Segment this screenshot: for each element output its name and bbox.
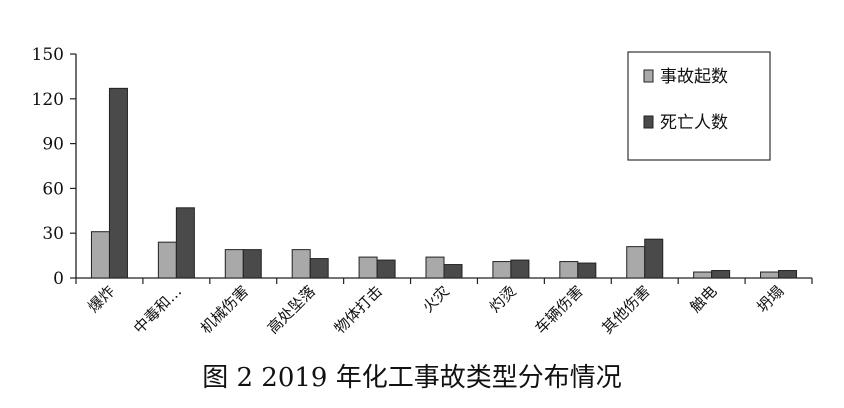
bar	[778, 270, 798, 279]
x-tick-label: 火灾	[419, 282, 453, 316]
bar	[224, 249, 244, 279]
chart-caption: 图 2 2019 年化工事故类型分布情况	[202, 363, 622, 393]
x-tick-label: 车辆伤害	[531, 282, 586, 337]
x-tick-label: 其他伤害	[598, 282, 653, 337]
y-tick-label: 150	[32, 45, 64, 65]
bar	[492, 261, 512, 279]
x-tick-label: 机械伤害	[197, 282, 252, 337]
bar	[309, 258, 329, 279]
y-tick-label: 90	[42, 135, 64, 155]
x-tick-label: 触电	[687, 282, 721, 316]
bar	[175, 207, 195, 279]
bar	[577, 262, 597, 279]
legend-label: 死亡人数	[660, 113, 728, 133]
y-tick-label: 30	[42, 224, 64, 244]
bar	[90, 231, 110, 279]
bar	[510, 259, 530, 279]
bar	[291, 249, 311, 279]
bar	[760, 271, 780, 279]
legend-swatch	[643, 69, 654, 83]
bar	[644, 238, 664, 279]
y-tick-label: 120	[32, 90, 64, 110]
y-tick-label: 60	[42, 179, 64, 199]
x-tick-label: 物体打击	[331, 282, 386, 337]
legend-swatch	[643, 115, 654, 129]
bar	[711, 270, 731, 279]
x-tick-label: 高处坠落	[264, 282, 319, 337]
bar	[157, 241, 177, 279]
x-tick-label: 爆炸	[84, 282, 118, 316]
bar	[626, 246, 646, 279]
bar	[443, 264, 463, 279]
x-tick-label: 坍塌	[753, 282, 787, 316]
bar	[108, 87, 128, 279]
bar	[376, 259, 396, 279]
bar	[358, 256, 378, 279]
bar	[242, 249, 262, 279]
x-tick-label: 中毒和…	[130, 282, 185, 337]
legend-label: 事故起数	[660, 67, 728, 87]
y-tick-label: 0	[53, 269, 64, 289]
bar	[693, 271, 713, 279]
bar	[425, 256, 445, 279]
bar	[559, 261, 579, 279]
x-tick-label: 灼烫	[486, 282, 520, 316]
